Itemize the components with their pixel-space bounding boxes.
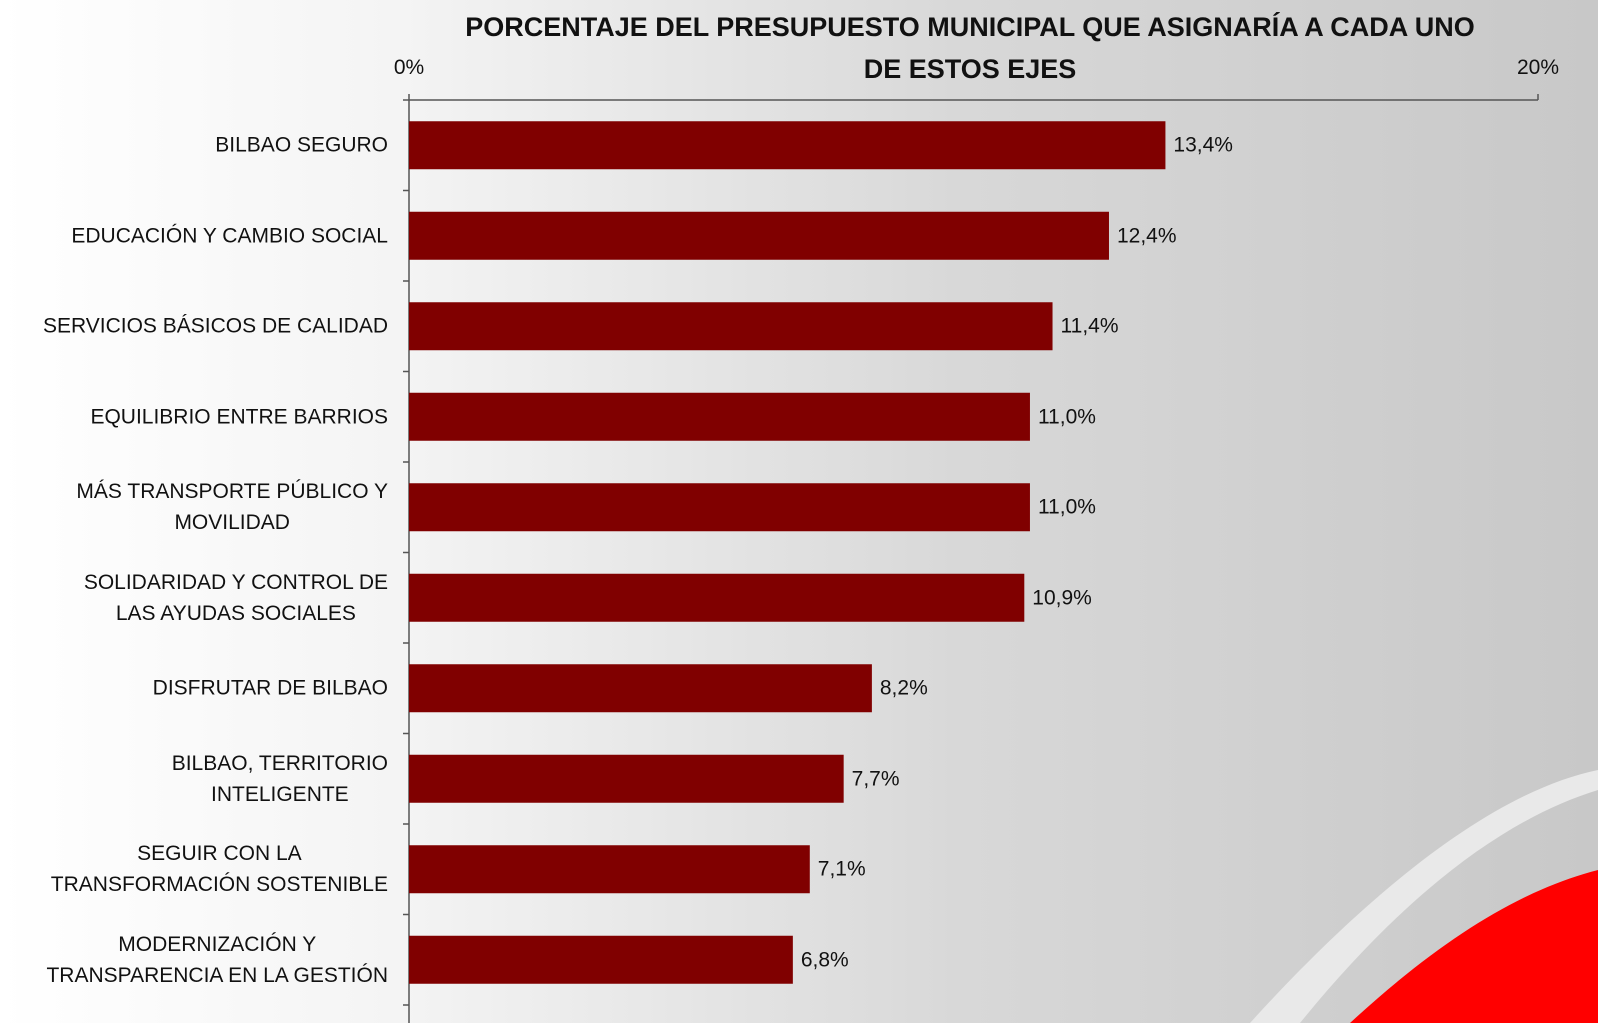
value-label: 11,0% — [1037, 495, 1096, 519]
value-label: 7,7% — [851, 767, 900, 791]
y-tick-label: BILBAO, TERRITORIO INTELIGENTE — [171, 751, 388, 806]
decor-swoosh — [1350, 870, 1598, 1023]
value-label: 10,9% — [1032, 586, 1092, 610]
bar — [409, 483, 1030, 532]
y-tick-label: MÁS TRANSPORTE PÚBLICO Y MOVILIDAD — [76, 480, 388, 535]
value-label: 8,2% — [879, 676, 928, 700]
chart-title: PORCENTAJE DEL PRESUPUESTO MUNICIPAL QUE… — [465, 12, 1475, 84]
bar — [409, 754, 844, 803]
x-tick-label: 0% — [393, 56, 425, 79]
bar — [409, 664, 872, 713]
y-tick-label: EQUILIBRIO ENTRE BARRIOS — [90, 405, 388, 429]
y-tick-label: DISFRUTAR DE BILBAO — [152, 676, 388, 700]
value-label: 13,4% — [1173, 133, 1233, 157]
bar — [409, 935, 793, 984]
y-tick-label: SOLIDARIDAD Y CONTROL DE LAS AYUDAS SOCI… — [83, 570, 388, 625]
y-tick-label: MODERNIZACIÓN Y TRANSPARENCIA EN LA GEST… — [46, 932, 388, 987]
value-label: 12,4% — [1116, 224, 1177, 248]
value-label: 11,0% — [1037, 405, 1096, 429]
bar — [409, 302, 1053, 351]
value-label: 11,4% — [1060, 314, 1119, 338]
value-label: 6,8% — [800, 948, 849, 972]
value-label: 7,1% — [817, 857, 866, 881]
y-tick-label: EDUCACIÓN Y CAMBIO SOCIAL — [71, 224, 388, 248]
bar — [409, 392, 1030, 441]
bar — [409, 845, 810, 894]
bar — [409, 121, 1166, 170]
decor-arc — [1250, 770, 1598, 1023]
x-tick-label: 20% — [1516, 56, 1560, 79]
y-tick-label: SERVICIOS BÁSICOS DE CALIDAD — [42, 314, 388, 338]
y-tick-label: SEGUIR CON LA TRANSFORMACIÓN SOSTENIBLE — [50, 842, 388, 897]
y-tick-label: BILBAO SEGURO — [215, 133, 388, 157]
bar — [409, 211, 1109, 260]
bar — [409, 573, 1025, 622]
